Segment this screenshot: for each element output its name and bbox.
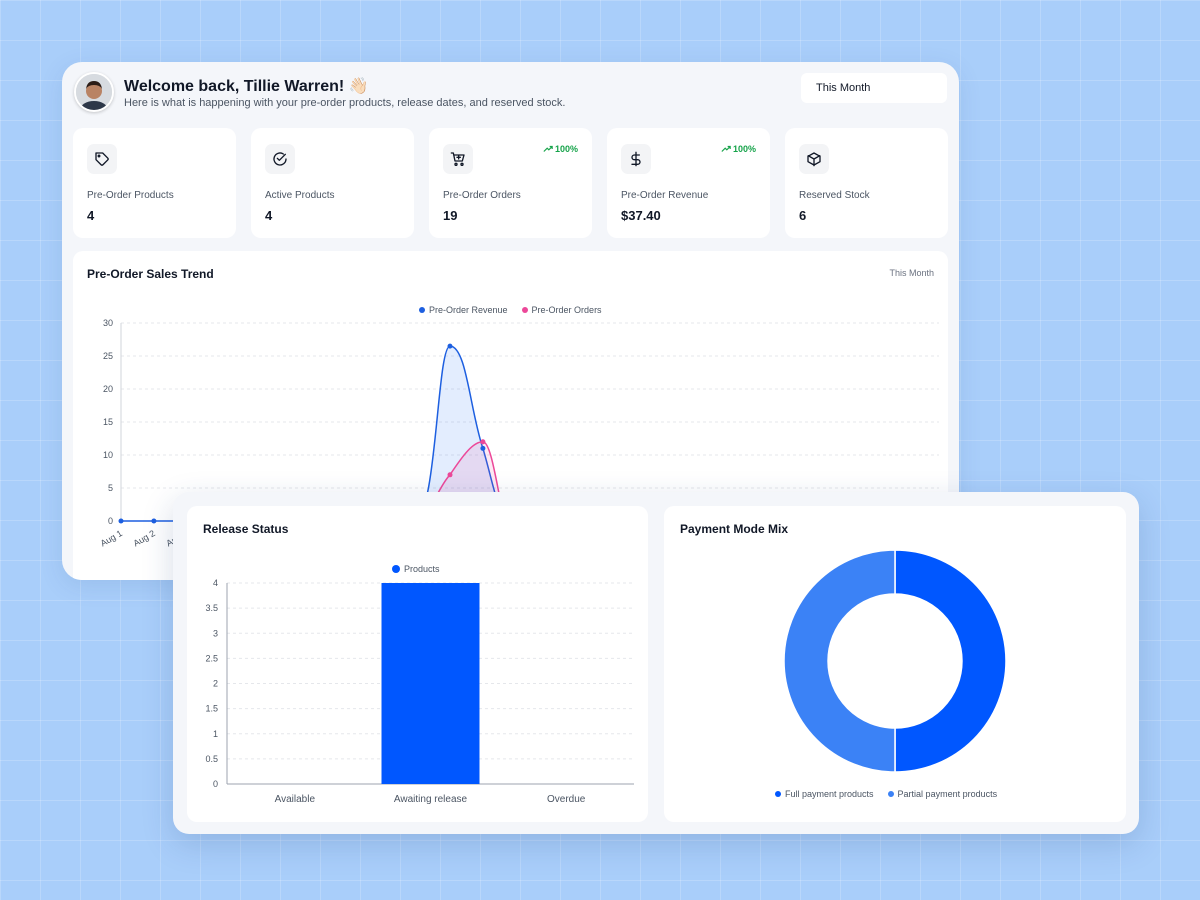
- stat-card-preorder-revenue: 100% Pre-Order Revenue $37.40: [607, 128, 770, 238]
- x-tick-label: Awaiting release: [394, 794, 468, 805]
- legend-label: Pre-Order Orders: [531, 305, 602, 315]
- legend-item-full-payment[interactable]: Full payment products: [775, 789, 874, 799]
- series-area-revenue: [413, 346, 510, 521]
- legend-label: Products: [404, 564, 440, 574]
- legend-swatch: [775, 791, 781, 797]
- y-tick-label: 20: [103, 384, 113, 394]
- data-point-orders: [480, 439, 486, 445]
- release-legend: Products: [392, 564, 440, 574]
- welcome-heading: Welcome back, Tillie Warren! 👋🏻: [124, 78, 369, 95]
- release-status-card: Release Status Products 0 0.5 1 1.5 2 2.5 3 3.5…: [187, 506, 648, 822]
- trend-legend: Pre-Order Revenue Pre-Order Orders: [419, 305, 602, 315]
- trend-badge: 100%: [543, 144, 578, 154]
- cart-icon: [443, 144, 473, 174]
- y-tick-label: 15: [103, 417, 113, 427]
- legend-swatch: [419, 307, 425, 313]
- chart-title: Payment Mode Mix: [680, 522, 789, 536]
- check-circle-icon: [265, 144, 295, 174]
- legend-item-orders[interactable]: Pre-Order Orders: [521, 305, 602, 315]
- y-tick-label: 0.5: [205, 754, 218, 764]
- x-tick-label: Aug 2: [132, 528, 157, 548]
- legend-item-products[interactable]: Products: [392, 564, 440, 574]
- avatar[interactable]: [74, 72, 114, 112]
- y-tick-label: 0: [108, 516, 113, 526]
- y-tick-label: 1: [213, 729, 218, 739]
- y-tick-label: 2.5: [205, 653, 218, 663]
- y-tick-label: 2: [213, 679, 218, 689]
- data-point-revenue: [447, 343, 453, 349]
- stat-value: 6: [799, 208, 807, 223]
- stat-value: 19: [443, 208, 458, 223]
- stat-card-active-products: Active Products 4: [251, 128, 414, 238]
- legend-label: Pre-Order Revenue: [429, 305, 508, 315]
- stat-label: Pre-Order Products: [87, 190, 174, 201]
- stat-card-preorder-products: Pre-Order Products 4: [73, 128, 236, 238]
- chart-title: Release Status: [203, 522, 289, 536]
- stat-value: $37.40: [621, 208, 661, 223]
- legend-item-partial-payment[interactable]: Partial payment products: [887, 789, 998, 799]
- trend-value: 100%: [732, 144, 756, 154]
- stat-label: Pre-Order Revenue: [621, 190, 709, 201]
- y-tick-label: 3: [213, 628, 218, 638]
- release-status-chart: 0 0.5 1 1.5 2 2.5 3 3.5 4 Available Awaiting relea…: [205, 578, 634, 805]
- chart-period-label[interactable]: This Month: [889, 268, 934, 278]
- x-tick-label: Aug 1: [99, 528, 124, 548]
- legend-swatch: [887, 791, 894, 797]
- x-tick-label: Available: [275, 794, 316, 805]
- x-tick-label: Overdue: [547, 794, 586, 805]
- period-select[interactable]: This Month: [801, 73, 947, 103]
- stat-label: Reserved Stock: [799, 190, 870, 201]
- series-line-orders: [423, 441, 507, 522]
- y-tick-label: 10: [103, 450, 113, 460]
- legend-label: Full payment products: [785, 789, 874, 799]
- stat-label: Active Products: [265, 190, 335, 201]
- charts-panel: Release Status Products 0 0.5 1 1.5 2 2.5 3 3.5…: [173, 492, 1139, 834]
- box-icon: [799, 144, 829, 174]
- chart-title: Pre-Order Sales Trend: [87, 267, 214, 281]
- data-point-revenue: [118, 518, 124, 524]
- y-tick-label: 1.5: [205, 704, 218, 714]
- stat-card-preorder-orders: 100% Pre-Order Orders 19: [429, 128, 592, 238]
- dollar-icon: [621, 144, 651, 174]
- donut-slice: [894, 549, 1007, 773]
- legend-swatch: [392, 565, 400, 573]
- y-tick-label: 3.5: [205, 603, 218, 613]
- legend-label: Partial payment products: [897, 789, 998, 799]
- payment-legend: Full payment products Partial payment pr…: [775, 789, 997, 799]
- data-point-revenue: [480, 445, 486, 451]
- legend-item-revenue[interactable]: Pre-Order Revenue: [419, 305, 508, 315]
- legend-swatch: [521, 307, 528, 313]
- trend-badge: 100%: [721, 144, 756, 154]
- stat-value: 4: [265, 208, 273, 223]
- welcome-subtitle: Here is what is happening with your pre-…: [124, 97, 566, 109]
- trend-up-icon: [721, 145, 731, 152]
- trend-value: 100%: [554, 144, 578, 154]
- data-point-revenue: [151, 518, 157, 524]
- stat-value: 4: [87, 208, 95, 223]
- series-line-revenue: [413, 345, 510, 522]
- y-tick-label: 4: [213, 578, 218, 588]
- y-tick-label: 30: [103, 318, 113, 328]
- y-tick-label: 0: [213, 779, 218, 789]
- stat-label: Pre-Order Orders: [443, 190, 521, 201]
- stat-card-reserved-stock: Reserved Stock 6: [785, 128, 948, 238]
- avatar-photo: [76, 74, 112, 110]
- bar: [381, 583, 480, 784]
- y-tick-label: 25: [103, 351, 113, 361]
- payment-mode-chart: [783, 549, 1007, 773]
- y-tick-label: 5: [108, 483, 113, 493]
- tag-icon: [87, 144, 117, 174]
- donut-slice: [783, 549, 896, 773]
- trend-up-icon: [543, 145, 553, 152]
- data-point-orders: [447, 472, 453, 478]
- payment-mode-card: Payment Mode Mix Full payment products P…: [664, 506, 1126, 822]
